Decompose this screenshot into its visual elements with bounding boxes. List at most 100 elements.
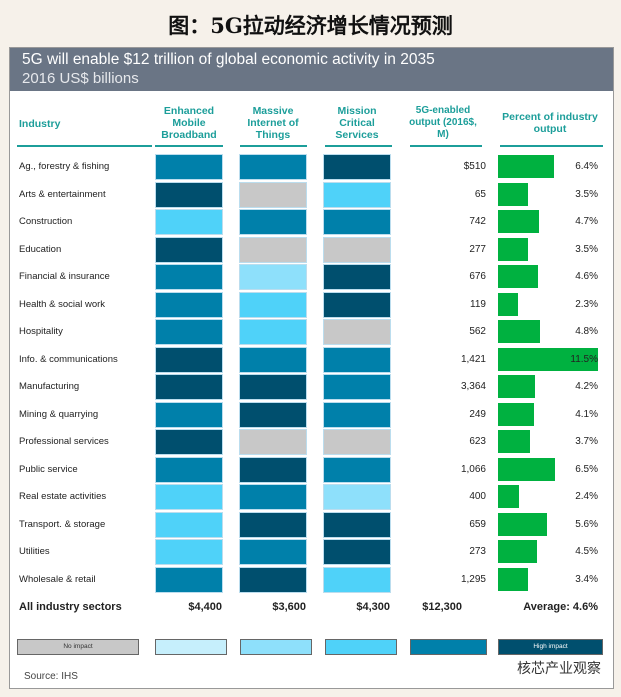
header-embb: Enhanced Mobile Broadband (161, 105, 217, 141)
table-row: Public service 1,066 6.5% (10, 456, 613, 483)
impact-cell (240, 567, 306, 592)
percent-label: 2.3% (575, 298, 598, 310)
chart-card: 5G will enable $12 trillion of global ec… (9, 47, 614, 689)
output-value: 277 (469, 243, 486, 255)
impact-cell (240, 210, 306, 234)
percent-bar (498, 237, 529, 261)
impact-cell (324, 512, 390, 537)
impact-cell (324, 485, 390, 509)
impact-cell (156, 237, 222, 262)
header-rule (410, 145, 482, 147)
industry-label: Info. & communications (19, 353, 118, 365)
impact-cell (324, 265, 390, 289)
percent-bar (498, 265, 538, 288)
table-row: Health & social work 119 2.3% (10, 291, 613, 318)
percent-label: 4.7% (575, 216, 598, 227)
table-row: Info. & communications 1,421 11.5% (10, 346, 613, 373)
impact-cell (324, 540, 390, 564)
industry-label: Education (19, 243, 62, 255)
industry-label: Construction (19, 216, 73, 227)
output-value: 249 (469, 408, 486, 420)
source-note: Source: IHS (24, 671, 78, 682)
impact-cell (156, 320, 222, 344)
output-value: 742 (469, 216, 486, 227)
output-value: 1,295 (460, 573, 486, 585)
percent-bar (498, 320, 540, 343)
total-miot: $3,600 (272, 601, 306, 613)
percent-label: 5.6% (575, 518, 598, 530)
industry-label: Utilities (19, 546, 50, 557)
percent-label: 4.1% (575, 408, 598, 420)
header-rule (155, 145, 223, 147)
impact-cell (240, 457, 306, 482)
table-row: Ag., forestry & fishing $510 6.4% (10, 153, 613, 180)
impact-cell (156, 567, 222, 592)
legend-swatch (155, 639, 227, 655)
impact-cell (156, 485, 222, 509)
percent-bar (498, 402, 534, 426)
table-row: Transport. & storage 659 5.6% (10, 511, 613, 538)
impact-cell (240, 292, 306, 317)
percent-label: 3.4% (575, 573, 598, 585)
impact-cell (324, 457, 390, 482)
percent-label: 11.5% (570, 353, 598, 365)
percent-bar (498, 347, 598, 371)
impact-cell (324, 292, 390, 317)
impact-cell (156, 155, 222, 179)
impact-cell (240, 485, 306, 509)
industry-label: Hospitality (19, 326, 63, 337)
impact-cell (156, 265, 222, 289)
percent-label: 4.8% (575, 326, 598, 337)
percent-label: 4.6% (575, 271, 598, 282)
industry-label: Real estate activities (19, 491, 107, 502)
total-embb: $4,400 (188, 601, 222, 613)
table-row: Manufacturing 3,364 4.2% (10, 373, 613, 400)
impact-cell (156, 347, 222, 372)
output-value: 659 (469, 518, 486, 530)
legend-swatch (325, 639, 397, 655)
impact-cell (156, 210, 222, 234)
percent-bar (498, 567, 528, 591)
impact-cell (240, 375, 306, 399)
impact-cell (156, 540, 222, 564)
percent-bar (498, 485, 519, 508)
total-output: $12,300 (422, 601, 462, 613)
impact-cell (240, 265, 306, 289)
impact-cell (324, 375, 390, 399)
impact-cell (156, 292, 222, 317)
impact-cell (240, 347, 306, 372)
table-row: Construction 742 4.7% (10, 208, 613, 235)
table-row: Wholesale & retail 1,295 3.4% (10, 566, 613, 593)
percent-bar (498, 512, 547, 536)
industry-label: Public service (19, 463, 78, 475)
percent-bar (498, 182, 529, 206)
impact-cell (156, 375, 222, 399)
table-row: Arts & entertainment 65 3.5% (10, 181, 613, 208)
impact-cell (324, 320, 390, 344)
impact-cell (156, 182, 222, 207)
watermark: 核芯产业观察 (517, 660, 601, 676)
impact-cell (324, 155, 390, 179)
industry-label: Financial & insurance (19, 271, 110, 282)
legend-swatch: High impact (498, 639, 603, 655)
percent-label: 3.5% (575, 188, 598, 200)
legend-swatch (240, 639, 312, 655)
output-value: 65 (474, 188, 486, 200)
table-row: Real estate activities 400 2.4% (10, 483, 613, 510)
header-mcs: Mission Critical Services (335, 105, 379, 141)
percent-bar (498, 155, 554, 178)
page-title: 图：5G拉动经济增长情况预测 (168, 13, 453, 38)
impact-cell (240, 182, 306, 207)
industry-label: Professional services (19, 436, 109, 447)
table-row: Utilities 273 4.5% (10, 538, 613, 565)
impact-cell (156, 402, 222, 427)
header-industry: Industry (19, 118, 61, 130)
table-row: Professional services 623 3.7% (10, 428, 613, 455)
percent-label: 4.2% (575, 381, 598, 392)
percent-bar (498, 292, 518, 316)
percent-bar (498, 430, 531, 453)
impact-cell (240, 512, 306, 537)
percent-label: 3.5% (575, 243, 598, 255)
impact-cell (324, 182, 390, 207)
industry-label: Transport. & storage (19, 518, 106, 530)
